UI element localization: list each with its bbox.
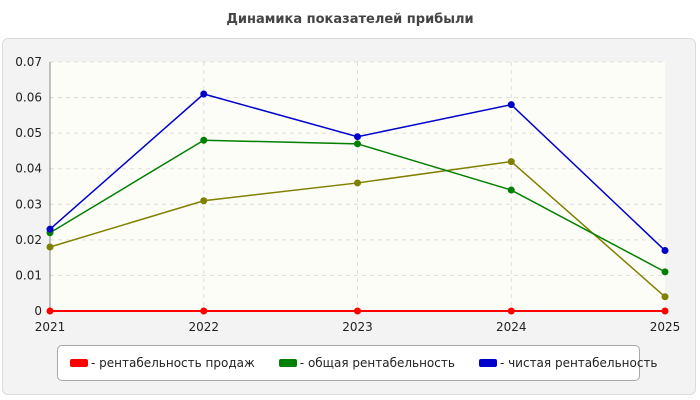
series-point-2 (354, 133, 361, 141)
y-tick-label: 0.04 (15, 162, 42, 176)
y-tick-label: 0.06 (15, 91, 42, 105)
series-point-3 (200, 197, 208, 205)
series-point-2 (200, 90, 208, 98)
series-point-1 (661, 268, 669, 276)
y-tick-label: 0.02 (15, 233, 42, 247)
y-tick-label: 0.05 (15, 126, 42, 140)
x-tick-label: 2021 (35, 320, 66, 334)
legend-label-net: - чистая рентабельность (499, 356, 658, 370)
series-point-2 (46, 225, 54, 233)
x-tick-label: 2023 (342, 320, 373, 334)
legend-label-sales: - рентабельность продаж (91, 356, 255, 370)
y-tick-label: 0.01 (15, 268, 42, 282)
series-point-3 (507, 158, 515, 166)
series-point-1 (200, 136, 208, 144)
legend-swatch-sales (70, 359, 88, 367)
series-point-0 (507, 307, 515, 315)
series-point-3 (46, 243, 54, 251)
series-point-2 (507, 101, 515, 109)
chart-legend: - рентабельность продаж - общая рентабел… (57, 345, 658, 381)
y-tick-label: 0.07 (15, 55, 42, 69)
legend-item-sales: - рентабельность продаж (70, 356, 255, 370)
series-point-0 (46, 307, 54, 315)
legend-item-net: - чистая рентабельность (478, 356, 658, 370)
x-tick-label: 2024 (496, 320, 527, 334)
legend-item-total: - общая рентабельность (278, 356, 455, 370)
legend-label-total: - общая рентабельность (299, 356, 455, 370)
series-point-0 (354, 307, 361, 315)
legend-swatch-net (478, 359, 497, 367)
series-point-3 (354, 179, 361, 187)
chart-title: Динамика показателей прибыли (226, 12, 474, 27)
series-point-0 (661, 307, 669, 315)
series-point-3 (661, 293, 669, 301)
series-point-0 (200, 307, 208, 315)
legend-swatch-total (278, 359, 297, 367)
x-tick-label: 2025 (650, 320, 681, 334)
x-tick-label: 2022 (188, 320, 219, 334)
y-tick-label: 0 (34, 304, 42, 318)
y-tick-label: 0.03 (15, 197, 42, 211)
series-point-2 (661, 247, 669, 255)
series-point-1 (354, 140, 361, 148)
series-point-1 (507, 186, 515, 194)
